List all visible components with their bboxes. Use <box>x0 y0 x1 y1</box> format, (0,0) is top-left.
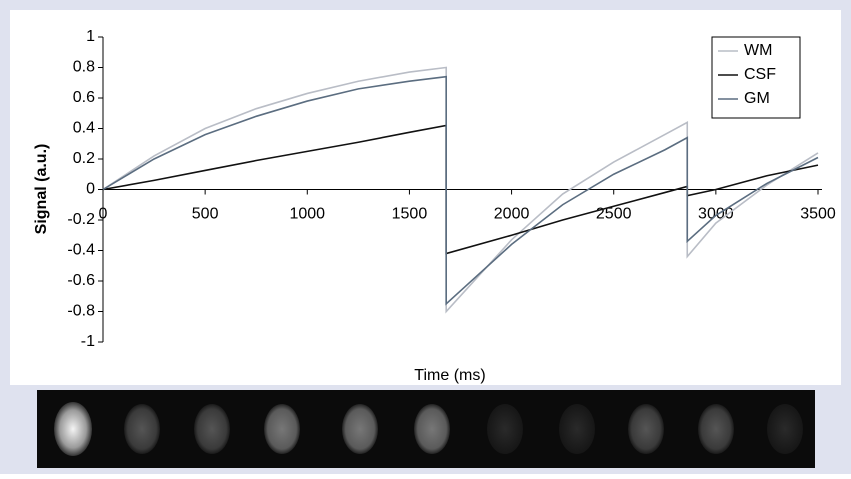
chart: -1-0.8-0.6-0.4-0.200.20.40.60.810 500 1000… <box>67 28 835 350</box>
y-tick-label: -0.4 <box>67 242 95 259</box>
brain-slice <box>194 404 230 454</box>
x-axis-label: Time (ms) <box>414 367 485 384</box>
y-tick-label: -0.2 <box>67 211 95 228</box>
y-tick-label: 0.6 <box>73 89 95 106</box>
y-tick-label: 0.8 <box>73 59 95 76</box>
y-tick-label: -0.6 <box>67 272 95 289</box>
y-tick-label: 1 <box>86 28 95 45</box>
x-tick-label: 1500 <box>392 206 428 223</box>
series-line <box>102 75 819 306</box>
y-tick-label: 0.2 <box>73 150 95 167</box>
brain-slice <box>54 402 92 456</box>
plot-panel <box>10 10 841 385</box>
series-line <box>102 124 819 255</box>
legend-label: CSF <box>744 66 776 83</box>
brain-slice <box>628 404 664 454</box>
brain-slice <box>342 404 378 454</box>
series-line <box>102 66 819 314</box>
legend-label: GM <box>744 90 770 107</box>
x-tick-label: 0 <box>99 206 108 223</box>
y-tick-label: -0.8 <box>67 303 95 320</box>
x-tick-label: 2000 <box>494 206 530 223</box>
x-tick-label: 2500 <box>596 206 632 223</box>
brain-slice <box>124 404 160 454</box>
brain-slice <box>487 404 523 454</box>
x-tick-label: 1000 <box>289 206 325 223</box>
brain-slice <box>698 404 734 454</box>
y-tick-label: -1 <box>81 333 95 350</box>
x-tick-label: 500 <box>192 206 219 223</box>
y-tick-label: 0.4 <box>73 120 95 137</box>
y-tick-label: 0 <box>86 181 95 198</box>
brain-slice <box>264 404 300 454</box>
brain-slice <box>414 404 450 454</box>
legend-label: WM <box>744 42 772 59</box>
brain-slice <box>767 404 803 454</box>
brain-slice <box>559 404 595 454</box>
x-tick-label: 3500 <box>800 206 836 223</box>
y-axis-label: Signal (a.u.) <box>33 144 50 235</box>
image-strip <box>37 390 815 468</box>
